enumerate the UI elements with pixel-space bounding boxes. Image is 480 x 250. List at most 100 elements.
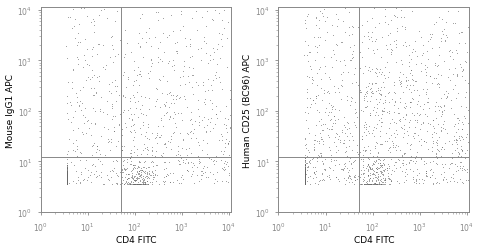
Point (428, 32, 436, 36)
Point (301, 179, 309, 183)
Point (372, 166, 380, 170)
Point (384, 168, 391, 172)
Point (364, 35, 372, 39)
Point (213, 112, 220, 116)
Point (180, 95, 188, 99)
Point (169, 94, 177, 98)
Point (204, 165, 211, 169)
Point (448, 155, 456, 159)
Point (301, 175, 309, 179)
Point (380, 86, 388, 90)
Point (301, 181, 309, 185)
Point (415, 181, 422, 185)
Point (446, 54, 454, 58)
Point (301, 174, 309, 178)
Point (458, 127, 466, 131)
Point (79, 179, 86, 183)
Point (458, 128, 466, 132)
Point (141, 180, 148, 184)
Point (143, 148, 150, 152)
Point (305, 164, 312, 168)
Point (63, 182, 71, 186)
Point (63, 169, 71, 173)
Point (63, 182, 71, 186)
Point (412, 160, 420, 164)
Point (209, 47, 216, 51)
Point (336, 138, 344, 142)
Point (211, 9, 219, 13)
Point (369, 168, 377, 172)
Point (63, 180, 71, 184)
Point (301, 171, 309, 175)
Point (159, 17, 167, 21)
Point (136, 179, 144, 183)
Point (440, 28, 448, 32)
Point (121, 182, 129, 186)
Point (319, 98, 326, 102)
Point (91, 110, 99, 114)
Point (310, 142, 318, 146)
Point (137, 170, 145, 174)
Point (63, 182, 71, 186)
Point (301, 182, 309, 186)
Point (365, 65, 373, 69)
Point (315, 44, 323, 48)
Point (112, 100, 120, 103)
Point (63, 182, 71, 186)
Point (63, 174, 71, 178)
Point (385, 182, 393, 186)
Point (133, 148, 141, 152)
Point (360, 96, 368, 100)
Point (347, 96, 355, 100)
Point (206, 120, 214, 124)
Point (103, 173, 111, 177)
Point (137, 176, 145, 180)
Point (346, 176, 353, 180)
Point (377, 134, 384, 138)
Point (315, 27, 323, 31)
Point (72, 91, 80, 95)
Point (107, 175, 115, 179)
Point (301, 171, 309, 175)
Point (355, 8, 362, 12)
Point (109, 48, 117, 52)
Point (301, 180, 309, 184)
Point (194, 84, 202, 88)
Point (325, 111, 333, 115)
Point (371, 175, 379, 179)
Point (75, 104, 83, 108)
Point (332, 43, 339, 47)
Point (77, 100, 84, 104)
Point (63, 182, 71, 186)
Point (301, 182, 309, 186)
Point (368, 92, 376, 96)
Point (83, 79, 90, 83)
Point (303, 168, 311, 172)
Point (336, 162, 343, 166)
Point (438, 145, 446, 149)
Point (110, 129, 118, 133)
Point (169, 98, 177, 102)
Point (378, 165, 386, 169)
Point (341, 64, 348, 68)
Point (378, 71, 385, 75)
Point (444, 10, 452, 14)
Point (128, 168, 136, 172)
Point (79, 114, 86, 117)
Point (426, 168, 433, 172)
Point (392, 60, 400, 64)
Point (301, 182, 309, 186)
Point (460, 114, 468, 118)
Point (330, 158, 338, 162)
Point (301, 180, 309, 184)
Point (337, 83, 345, 87)
Point (399, 163, 407, 167)
Point (364, 169, 372, 173)
Point (444, 36, 451, 40)
Point (324, 31, 331, 35)
Point (91, 94, 98, 98)
Point (372, 82, 380, 86)
Point (325, 128, 333, 132)
X-axis label: CD4 FITC: CD4 FITC (354, 236, 394, 244)
Point (129, 167, 137, 171)
